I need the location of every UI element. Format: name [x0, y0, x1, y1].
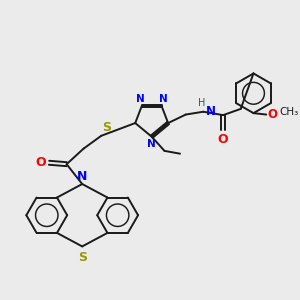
Text: N: N: [206, 105, 216, 118]
Text: N: N: [159, 94, 167, 104]
Text: CH₃: CH₃: [279, 107, 298, 117]
Text: S: S: [103, 121, 112, 134]
Text: O: O: [218, 133, 229, 146]
Text: S: S: [78, 251, 87, 264]
Text: O: O: [36, 156, 46, 169]
Text: O: O: [267, 108, 278, 121]
Text: N: N: [147, 139, 156, 149]
Text: N: N: [136, 94, 145, 104]
Text: N: N: [77, 169, 87, 183]
Text: H: H: [199, 98, 206, 108]
